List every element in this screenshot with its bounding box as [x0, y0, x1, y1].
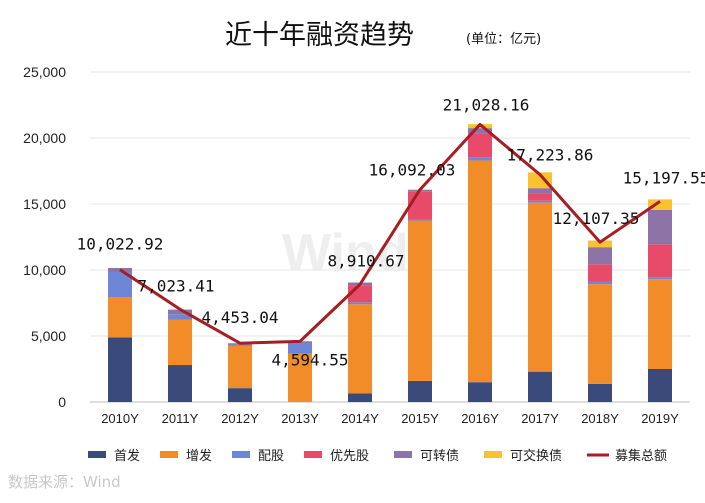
bar-segment: [108, 297, 132, 338]
bar-segment: [228, 345, 252, 389]
bar-segment: [168, 319, 192, 366]
bar-segment: [348, 304, 372, 394]
x-tick-label: 2013Y: [281, 411, 319, 426]
x-tick-label: 2017Y: [521, 411, 559, 426]
x-tick-label: 2018Y: [581, 411, 619, 426]
y-tick-label: 25,000: [23, 64, 66, 80]
bar-segment: [348, 393, 372, 402]
y-tick-label: 10,000: [23, 262, 66, 278]
x-tick-label: 2011Y: [162, 411, 199, 426]
bar-segment: [528, 193, 552, 201]
bar-segment: [468, 128, 492, 134]
bar-segment: [588, 284, 612, 384]
bar-segment: [528, 200, 552, 203]
legend-label: 可转债: [420, 449, 459, 464]
legend-swatch: [484, 451, 502, 458]
bar-segment: [468, 133, 492, 158]
bar-segment: [228, 344, 252, 346]
x-tick-label: 2015Y: [401, 411, 439, 426]
bar-segment: [528, 202, 552, 372]
bar-segment: [588, 240, 612, 248]
bar-segment: [468, 382, 492, 402]
bar-segment: [168, 365, 192, 402]
bar-segment: [348, 302, 372, 305]
total-data-label: 17,223.86: [507, 146, 594, 165]
legend-label: 优先股: [330, 449, 369, 464]
legend-label: 首发: [114, 448, 140, 464]
x-tick-label: 2010Y: [101, 411, 139, 426]
y-tick-label: 5,000: [31, 328, 66, 344]
x-tick-label: 2014Y: [341, 411, 379, 426]
bar-segment: [588, 247, 612, 265]
total-data-label: 4,594.55: [271, 350, 348, 369]
y-tick-label: 15,000: [23, 196, 66, 212]
legend-label: 增发: [186, 448, 212, 464]
total-data-label: 4,453.04: [201, 308, 278, 327]
legend-label: 募集总额: [615, 448, 667, 464]
bar-segment: [588, 281, 612, 285]
legend-label: 可交换债: [510, 448, 562, 464]
legend-swatch: [232, 451, 250, 458]
legend-swatch: [394, 451, 412, 458]
bar-segment: [228, 388, 252, 402]
legend-swatch: [160, 451, 178, 458]
total-data-label: 12,107.35: [553, 209, 640, 228]
legend-label: 配股: [258, 449, 284, 464]
bar-segment: [648, 209, 672, 245]
chart-unit-note: (单位：亿元): [466, 32, 541, 47]
x-tick-label: 2012Y: [221, 411, 259, 426]
bar-segment: [648, 277, 672, 280]
bar-segment: [408, 220, 432, 381]
bar-segment: [528, 188, 552, 194]
bar-segment: [528, 371, 552, 402]
bar-segment: [648, 369, 672, 402]
bar-segment: [588, 383, 612, 402]
bar-segment: [408, 191, 432, 220]
x-tick-label: 2016Y: [461, 411, 499, 426]
legend-swatch: [88, 451, 106, 458]
bar-segment: [648, 279, 672, 369]
chart-title: 近十年融资趋势: [225, 20, 414, 51]
x-tick-label: 2019Y: [641, 411, 679, 426]
total-amount-line: [119, 122, 661, 345]
bar-segment: [408, 219, 432, 221]
bar-segment: [468, 157, 492, 161]
bar-segment: [108, 337, 132, 402]
total-data-label: 15,197.55: [623, 168, 705, 187]
bar-segment: [168, 314, 192, 320]
bar-segment: [468, 160, 492, 383]
bar-segment: [288, 353, 312, 402]
total-data-label: 7,023.41: [137, 276, 214, 295]
data-source-note: 数据来源：Wind: [8, 473, 121, 491]
bar-segment: [168, 309, 192, 315]
total-data-label: 21,028.16: [443, 95, 530, 114]
total-data-label: 16,092.03: [369, 161, 456, 180]
watermark-text: Wind: [282, 224, 409, 282]
bar-segment: [648, 199, 672, 210]
bar-segment: [588, 264, 612, 282]
bar-segment: [648, 244, 672, 278]
bar-segment: [408, 380, 432, 402]
legend-swatch: [304, 451, 322, 458]
bar-segment: [288, 343, 312, 354]
total-data-label: 10,022.92: [77, 235, 164, 254]
y-tick-label: 20,000: [23, 130, 66, 146]
bar-segment: [528, 172, 552, 189]
total-data-label: 8,910.67: [327, 251, 404, 270]
y-tick-label: 0: [58, 394, 66, 410]
